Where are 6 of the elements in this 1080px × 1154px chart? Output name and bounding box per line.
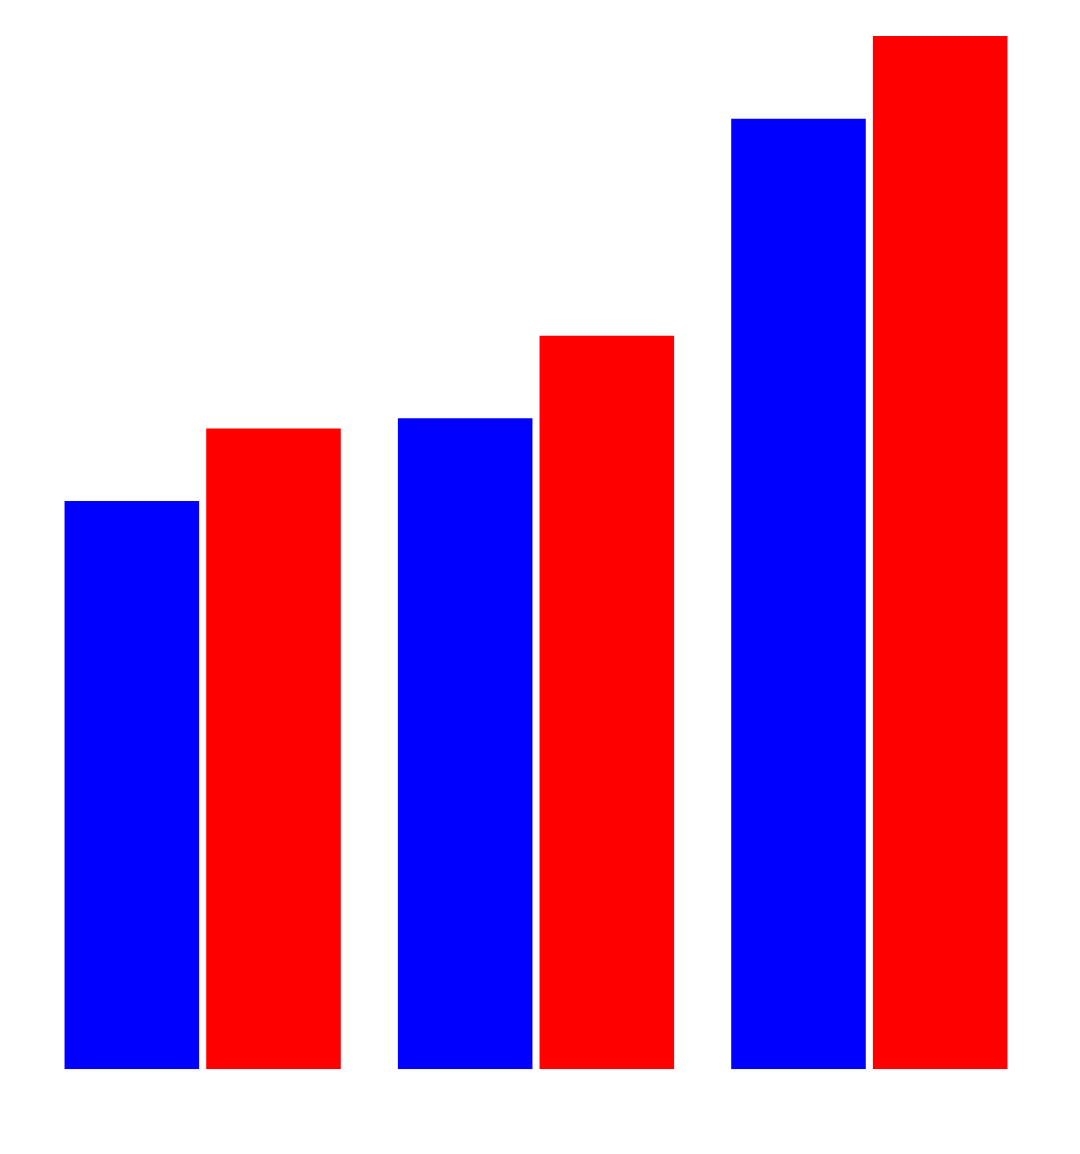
bar <box>872 36 1008 1070</box>
bar <box>397 418 533 1070</box>
bar <box>731 118 866 1070</box>
bar <box>64 500 200 1070</box>
bar <box>539 335 675 1070</box>
bar <box>206 428 341 1070</box>
